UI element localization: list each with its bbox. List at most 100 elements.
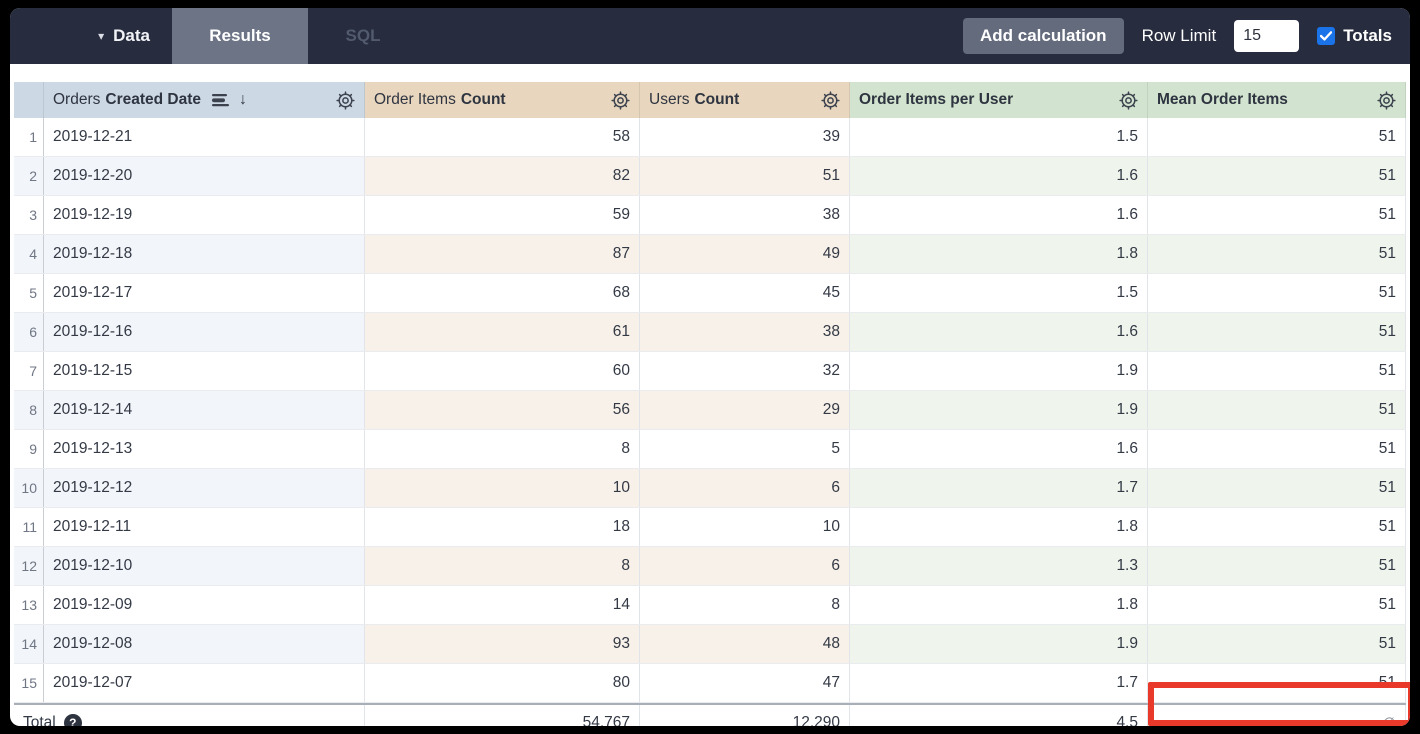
cell-users-count[interactable]: 6 xyxy=(640,547,850,585)
cell-orders-created-date[interactable]: 2019-12-20 xyxy=(44,157,365,195)
add-calculation-button[interactable]: Add calculation xyxy=(962,18,1124,54)
sort-icon[interactable] xyxy=(211,92,231,108)
column-header-order-items-count[interactable]: Order Items Count xyxy=(365,82,640,118)
cell-order-items-per-user[interactable]: 1.9 xyxy=(850,625,1148,663)
cell-users-count[interactable]: 39 xyxy=(640,118,850,156)
cell-order-items-count[interactable]: 87 xyxy=(365,235,640,273)
cell-users-count[interactable]: 38 xyxy=(640,196,850,234)
totals-checkbox[interactable] xyxy=(1317,27,1336,45)
cell-users-count[interactable]: 49 xyxy=(640,235,850,273)
cell-users-count[interactable]: 48 xyxy=(640,625,850,663)
cell-mean-order-items[interactable]: 51 xyxy=(1148,547,1406,585)
cell-order-items-per-user[interactable]: 1.9 xyxy=(850,352,1148,390)
cell-order-items-per-user[interactable]: 1.8 xyxy=(850,235,1148,273)
cell-orders-created-date[interactable]: 2019-12-21 xyxy=(44,118,365,156)
cell-order-items-per-user[interactable]: 1.7 xyxy=(850,664,1148,702)
cell-mean-order-items[interactable]: 51 xyxy=(1148,469,1406,507)
cell-order-items-count[interactable]: 59 xyxy=(365,196,640,234)
tab-sql-label: SQL xyxy=(345,26,381,45)
tab-results[interactable]: Results xyxy=(172,8,308,64)
help-icon[interactable]: ? xyxy=(63,714,82,726)
cell-users-count[interactable]: 51 xyxy=(640,157,850,195)
cell-order-items-count[interactable]: 8 xyxy=(365,430,640,468)
cell-order-items-per-user[interactable]: 1.8 xyxy=(850,586,1148,624)
cell-order-items-count[interactable]: 8 xyxy=(365,547,640,585)
cell-order-items-per-user[interactable]: 1.7 xyxy=(850,469,1148,507)
column-header-users-count[interactable]: Users Count xyxy=(640,82,850,118)
cell-orders-created-date[interactable]: 2019-12-18 xyxy=(44,235,365,273)
cell-order-items-count[interactable]: 93 xyxy=(365,625,640,663)
column-header-mean-order-items[interactable]: Mean Order Items xyxy=(1148,82,1406,118)
checkmark-icon xyxy=(1320,31,1333,41)
cell-mean-order-items[interactable]: 51 xyxy=(1148,625,1406,663)
cell-order-items-per-user[interactable]: 1.9 xyxy=(850,391,1148,429)
cell-mean-order-items[interactable]: 51 xyxy=(1148,196,1406,234)
column-header-orders-created-date[interactable]: Orders Created Date ↓ xyxy=(44,82,365,118)
cell-users-count[interactable]: 45 xyxy=(640,274,850,312)
gear-icon[interactable] xyxy=(336,90,355,110)
cell-orders-created-date[interactable]: 2019-12-11 xyxy=(44,508,365,546)
cell-mean-order-items[interactable]: 51 xyxy=(1148,352,1406,390)
cell-mean-order-items[interactable]: 51 xyxy=(1148,586,1406,624)
cell-order-items-count[interactable]: 61 xyxy=(365,313,640,351)
tab-sql[interactable]: SQL xyxy=(308,8,418,64)
cell-mean-order-items[interactable]: 51 xyxy=(1148,235,1406,273)
cell-orders-created-date[interactable]: 2019-12-07 xyxy=(44,664,365,702)
cell-users-count[interactable]: 29 xyxy=(640,391,850,429)
cell-order-items-count[interactable]: 60 xyxy=(365,352,640,390)
cell-order-items-per-user[interactable]: 1.5 xyxy=(850,118,1148,156)
cell-order-items-count[interactable]: 68 xyxy=(365,274,640,312)
cell-order-items-per-user[interactable]: 1.6 xyxy=(850,157,1148,195)
cell-users-count[interactable]: 10 xyxy=(640,508,850,546)
cell-users-count[interactable]: 5 xyxy=(640,430,850,468)
cell-mean-order-items[interactable]: 51 xyxy=(1148,274,1406,312)
cell-order-items-count[interactable]: 56 xyxy=(365,391,640,429)
cell-mean-order-items[interactable]: 51 xyxy=(1148,664,1406,702)
gear-icon[interactable] xyxy=(821,90,840,110)
cell-orders-created-date[interactable]: 2019-12-13 xyxy=(44,430,365,468)
cell-orders-created-date[interactable]: 2019-12-15 xyxy=(44,352,365,390)
cell-orders-created-date[interactable]: 2019-12-16 xyxy=(44,313,365,351)
cell-users-count[interactable]: 6 xyxy=(640,469,850,507)
cell-order-items-count[interactable]: 10 xyxy=(365,469,640,507)
cell-order-items-count[interactable]: 58 xyxy=(365,118,640,156)
gear-icon[interactable] xyxy=(1377,90,1396,110)
cell-mean-order-items[interactable]: 51 xyxy=(1148,118,1406,156)
gear-icon[interactable] xyxy=(1119,90,1138,110)
cell-orders-created-date[interactable]: 2019-12-19 xyxy=(44,196,365,234)
cell-mean-order-items[interactable]: 51 xyxy=(1148,313,1406,351)
column-header-order-items-per-user[interactable]: Order Items per User xyxy=(850,82,1148,118)
cell-order-items-per-user[interactable]: 1.6 xyxy=(850,430,1148,468)
cell-order-items-per-user[interactable]: 1.8 xyxy=(850,508,1148,546)
cell-mean-order-items[interactable]: 51 xyxy=(1148,508,1406,546)
cell-orders-created-date[interactable]: 2019-12-10 xyxy=(44,547,365,585)
cell-order-items-count[interactable]: 18 xyxy=(365,508,640,546)
gear-icon[interactable] xyxy=(611,90,630,110)
cell-order-items-per-user[interactable]: 1.6 xyxy=(850,196,1148,234)
cell-users-count[interactable]: 38 xyxy=(640,313,850,351)
cell-users-count[interactable]: 8 xyxy=(640,586,850,624)
row-limit-input[interactable] xyxy=(1234,20,1300,52)
cell-order-items-count[interactable]: 80 xyxy=(365,664,640,702)
cell-order-items-per-user[interactable]: 1.3 xyxy=(850,547,1148,585)
cell-mean-order-items[interactable]: 51 xyxy=(1148,391,1406,429)
cell-orders-created-date[interactable]: 2019-12-14 xyxy=(44,391,365,429)
cell-order-items-per-user[interactable]: 1.6 xyxy=(850,313,1148,351)
cell-mean-order-items[interactable]: 51 xyxy=(1148,430,1406,468)
cell-orders-created-date[interactable]: 2019-12-17 xyxy=(44,274,365,312)
cell-users-count[interactable]: 47 xyxy=(640,664,850,702)
cell-order-items-count[interactable]: 82 xyxy=(365,157,640,195)
cell-users-count[interactable]: 32 xyxy=(640,352,850,390)
total-order-items-per-user[interactable]: 4.5 xyxy=(850,705,1148,726)
cell-orders-created-date[interactable]: 2019-12-09 xyxy=(44,586,365,624)
cell-orders-created-date[interactable]: 2019-12-12 xyxy=(44,469,365,507)
row-number: 1 xyxy=(14,118,44,156)
cell-order-items-count[interactable]: 14 xyxy=(365,586,640,624)
cell-mean-order-items[interactable]: 51 xyxy=(1148,157,1406,195)
total-users-count[interactable]: 12,290 xyxy=(640,705,850,726)
total-order-items-count[interactable]: 54,767 xyxy=(365,705,640,726)
data-dropdown[interactable]: ▾ Data xyxy=(10,8,172,64)
row-number: 7 xyxy=(14,352,44,390)
cell-order-items-per-user[interactable]: 1.5 xyxy=(850,274,1148,312)
cell-orders-created-date[interactable]: 2019-12-08 xyxy=(44,625,365,663)
